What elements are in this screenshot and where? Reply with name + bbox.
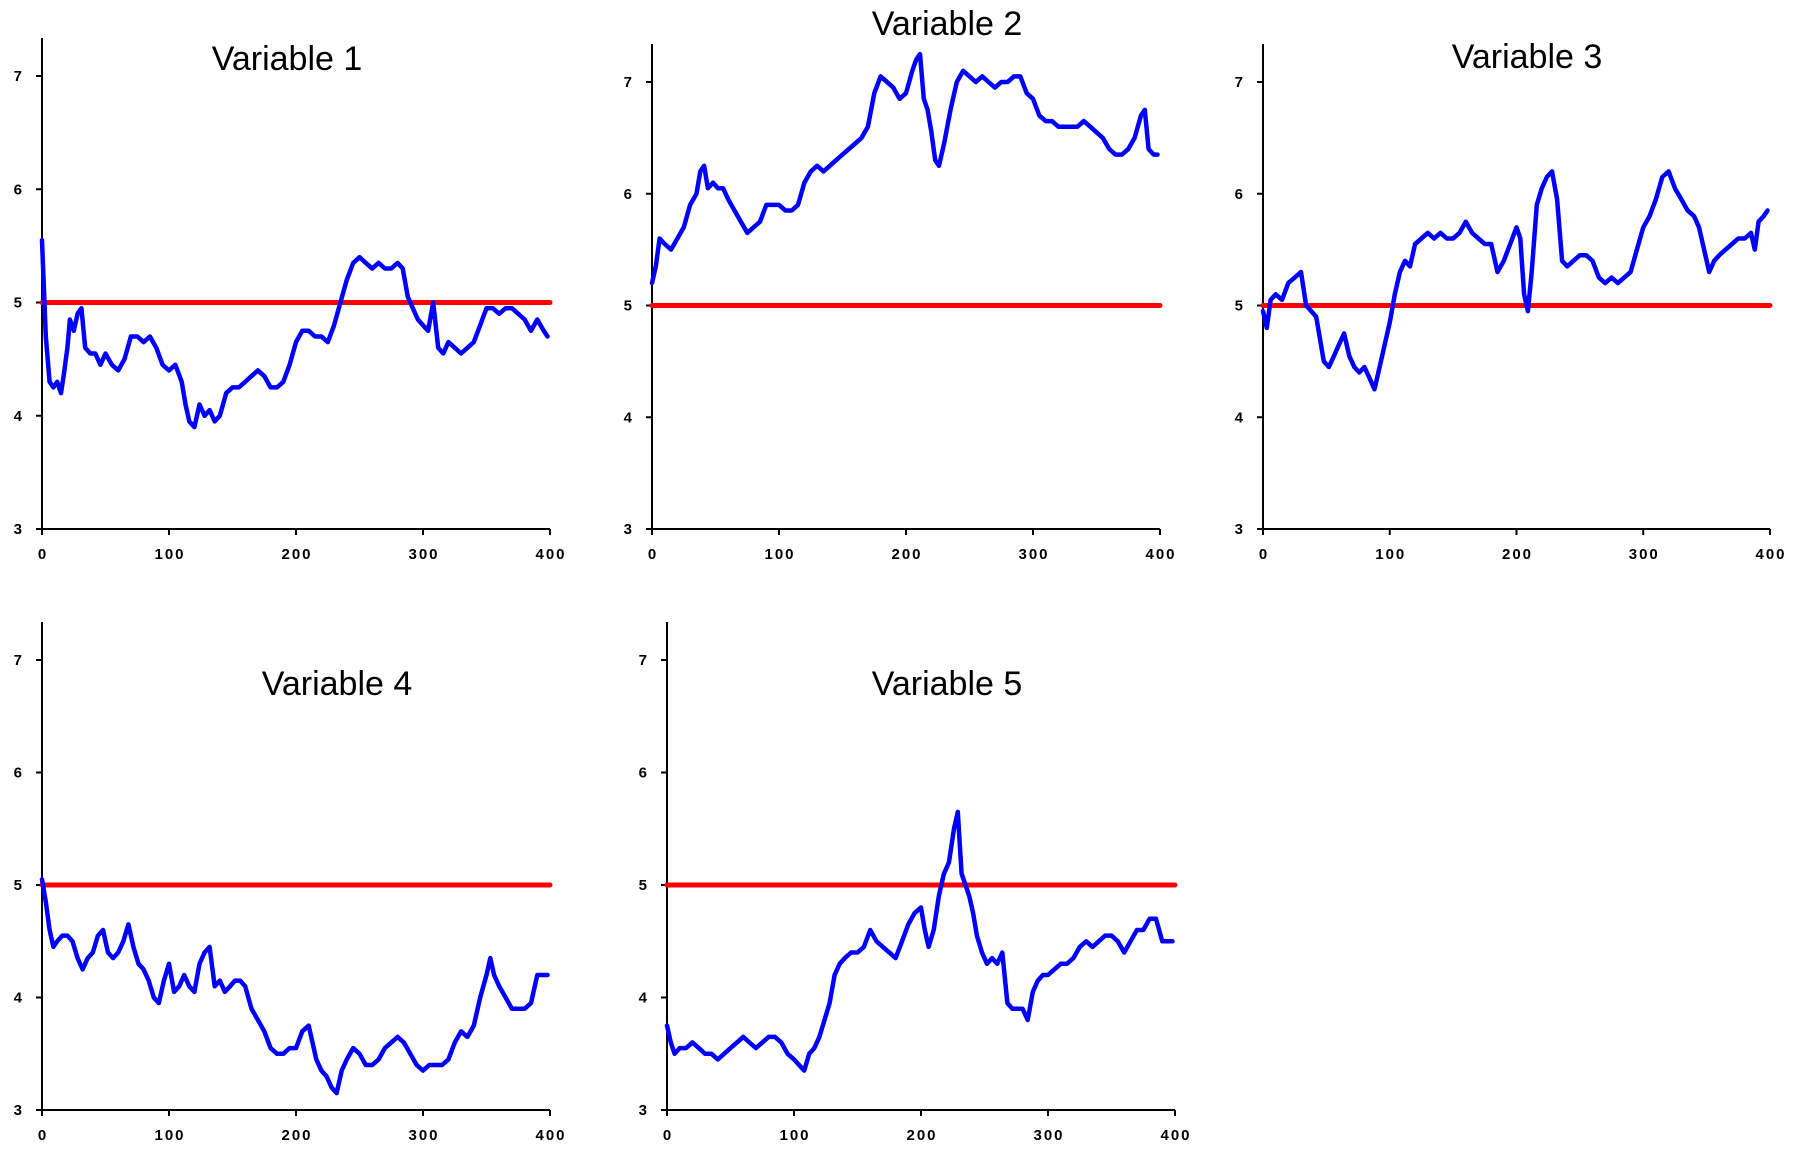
chart-title: Variable 1: [212, 40, 363, 78]
x-tick-label: 200: [281, 546, 312, 563]
y-tick-label: 6: [1235, 186, 1245, 203]
x-tick-label: 200: [1502, 546, 1533, 563]
x-tick-label: 100: [154, 1127, 185, 1144]
x-tick-label: 0: [38, 546, 48, 563]
series-line: [664, 809, 1175, 1073]
x-tick-label: 400: [535, 1127, 566, 1144]
chart-panel-5: Variable 5 3 4 5 6 7 0 100 200 300 400: [639, 622, 1191, 1144]
x-tick-label: 300: [1018, 546, 1049, 563]
y-tick-label: 7: [624, 74, 634, 91]
y-tick-label: 4: [14, 990, 24, 1007]
y-tick-label: 4: [639, 990, 649, 1007]
y-tick-label: 4: [1235, 409, 1245, 426]
y-tick-label: 7: [639, 652, 649, 669]
series-line: [1260, 169, 1770, 392]
chart-title: Variable 3: [1452, 38, 1603, 76]
x-tick-label: 200: [891, 546, 922, 563]
y-tick-label: 5: [624, 298, 634, 315]
y-tick-label: 5: [1235, 298, 1245, 315]
x-tick-label: 0: [1259, 546, 1269, 563]
x-tick-label: 0: [38, 1127, 48, 1144]
chart-panel-2: Variable 2 3 4 5 6 7 0 100 200 300 400: [624, 5, 1176, 563]
x-tick-label: 200: [906, 1127, 937, 1144]
y-tick-label: 5: [639, 877, 649, 894]
chart-panel-4: Variable 4 3 4 5 6 7 0 100 200 300 400: [14, 622, 566, 1144]
y-tick-label: 5: [14, 295, 24, 312]
y-tick-label: 3: [624, 521, 634, 538]
x-tick-label: 100: [154, 546, 185, 563]
x-tick-label: 400: [535, 546, 566, 563]
chart-panel-3: Variable 3 3 4 5 6 7 0 100 200 300 400: [1235, 38, 1786, 563]
y-tick-label: 7: [14, 652, 24, 669]
x-tick-label: 400: [1145, 546, 1176, 563]
y-tick-label: 3: [14, 521, 24, 538]
x-tick-label: 100: [779, 1127, 810, 1144]
y-tick-label: 6: [14, 181, 24, 198]
y-tick-label: 4: [624, 409, 634, 426]
series-line: [649, 51, 1160, 286]
chart-title: Variable 5: [872, 665, 1023, 703]
series-line: [39, 877, 550, 1096]
chart-title: Variable 2: [872, 5, 1023, 43]
x-tick-label: 0: [663, 1127, 673, 1144]
chart-panel-1: Variable 1 3 4 5 6 7 0 100 200 300 400: [14, 38, 566, 563]
x-tick-label: 300: [1033, 1127, 1064, 1144]
y-tick-label: 6: [14, 765, 24, 782]
y-tick-label: 7: [1235, 74, 1245, 91]
chart-title: Variable 4: [262, 665, 413, 703]
x-tick-label: 300: [408, 546, 439, 563]
x-tick-label: 400: [1755, 546, 1786, 563]
y-tick-label: 3: [1235, 521, 1245, 538]
y-tick-label: 3: [14, 1102, 24, 1119]
y-tick-label: 4: [14, 408, 24, 425]
series-line: [39, 237, 550, 430]
y-tick-label: 5: [14, 877, 24, 894]
x-tick-label: 100: [764, 546, 795, 563]
x-tick-label: 200: [281, 1127, 312, 1144]
x-tick-label: 0: [648, 546, 658, 563]
x-tick-label: 300: [408, 1127, 439, 1144]
y-tick-label: 3: [639, 1102, 649, 1119]
x-tick-label: 100: [1375, 546, 1406, 563]
x-tick-label: 300: [1629, 546, 1660, 563]
x-tick-label: 400: [1160, 1127, 1191, 1144]
y-tick-label: 6: [624, 186, 634, 203]
y-tick-label: 7: [14, 68, 24, 85]
y-tick-label: 6: [639, 765, 649, 782]
